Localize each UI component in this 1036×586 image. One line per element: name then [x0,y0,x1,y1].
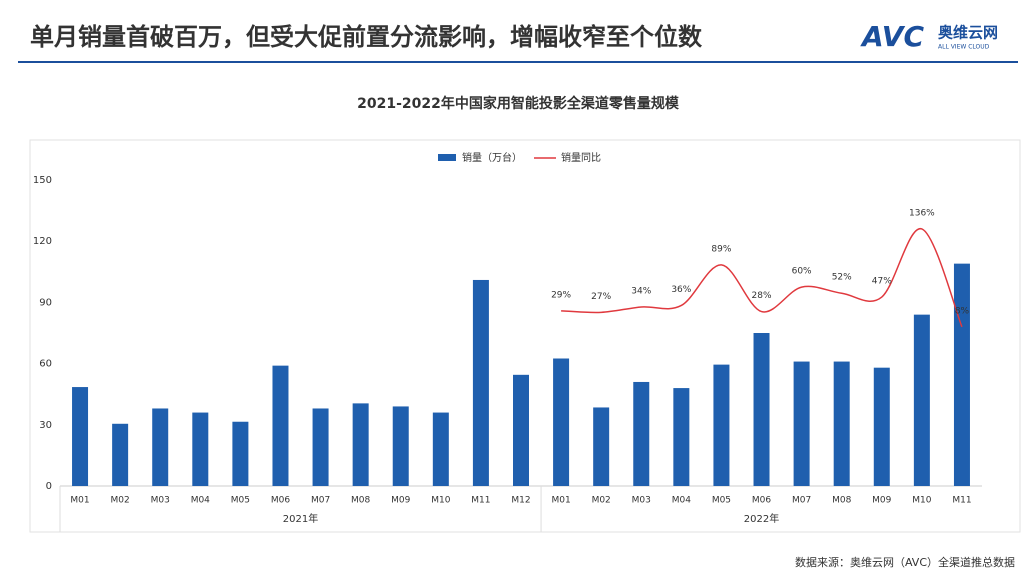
bar [72,387,89,486]
legend-label: 销量同比 [561,151,601,164]
group-label: 2021年 [283,512,318,525]
x-tick-label: M10 [912,496,931,506]
bar [753,333,770,486]
bar [553,358,570,486]
chart-title: 2021-2022年中国家用智能投影全渠道零售量规模 [357,95,680,112]
bar [713,364,730,486]
bar [793,361,810,486]
x-tick-label: M04 [672,496,691,506]
x-tick-label: M04 [191,496,210,506]
data-label: 89% [711,244,731,254]
bar [593,407,610,486]
bar [112,423,129,486]
bar [432,412,449,486]
data-label: 8% [955,306,970,316]
bar [913,314,930,486]
legend-label: 销量（万台） [462,151,522,164]
data-label: 28% [752,291,772,301]
y-tick-label: 150 [33,175,52,186]
logo: AVC [860,20,924,53]
x-tick-label: M06 [271,496,290,506]
bar [673,388,690,486]
legend-swatch [438,154,456,161]
bar [513,374,529,486]
x-tick-label: M09 [872,496,891,506]
data-label: 27% [591,292,611,302]
bar [152,408,169,486]
x-tick-label: M08 [832,496,851,506]
bar [392,406,409,486]
bar [833,361,850,486]
x-tick-label: M08 [351,496,370,506]
x-tick-label: M03 [151,496,170,506]
x-tick-label: M05 [231,496,250,506]
x-tick-label: M05 [712,496,731,506]
data-label: 136% [909,208,935,218]
data-label: 34% [631,286,651,296]
bar [192,412,209,486]
x-tick-label: M10 [431,496,450,506]
x-tick-label: M11 [952,496,971,506]
x-tick-label: M07 [792,496,811,506]
y-tick-label: 0 [46,481,52,492]
bar [472,279,489,486]
y-tick-label: 60 [39,359,52,370]
source: 数据来源：奥维云网（AVC）全渠道推总数据 [795,555,1015,569]
x-tick-label: M02 [592,496,611,506]
x-tick-label: M02 [111,496,130,506]
x-tick-label: M01 [551,496,570,506]
x-tick-label: M07 [311,496,330,506]
bar [352,403,369,486]
data-label: 60% [792,267,812,277]
x-tick-label: M11 [471,496,490,506]
x-tick-label: M03 [632,496,651,506]
x-tick-label: M06 [752,496,771,506]
data-label: 36% [671,285,691,295]
x-tick-label: M09 [391,496,410,506]
bar [873,367,890,486]
data-label: 29% [551,290,571,300]
bar [953,263,970,486]
logo-cn: 奥维云网 [938,24,998,42]
y-tick-label: 90 [39,297,52,308]
chart-frame [29,139,1021,533]
line [561,228,963,328]
data-label: 52% [832,273,852,283]
y-tick-label: 120 [33,236,52,247]
bar [272,365,289,486]
bar [232,421,249,486]
y-tick-label: 30 [39,420,52,431]
logo-en: ALL VIEW CLOUD [938,44,990,51]
bar [312,408,329,486]
x-tick-label: M12 [511,496,530,506]
data-label: 47% [872,277,892,287]
bar [633,381,650,486]
x-tick-label: M01 [70,496,89,506]
header-title: 单月销量首破百万，但受大促前置分流影响，增幅收窄至个位数 [30,23,703,51]
group-label: 2022年 [744,512,779,525]
